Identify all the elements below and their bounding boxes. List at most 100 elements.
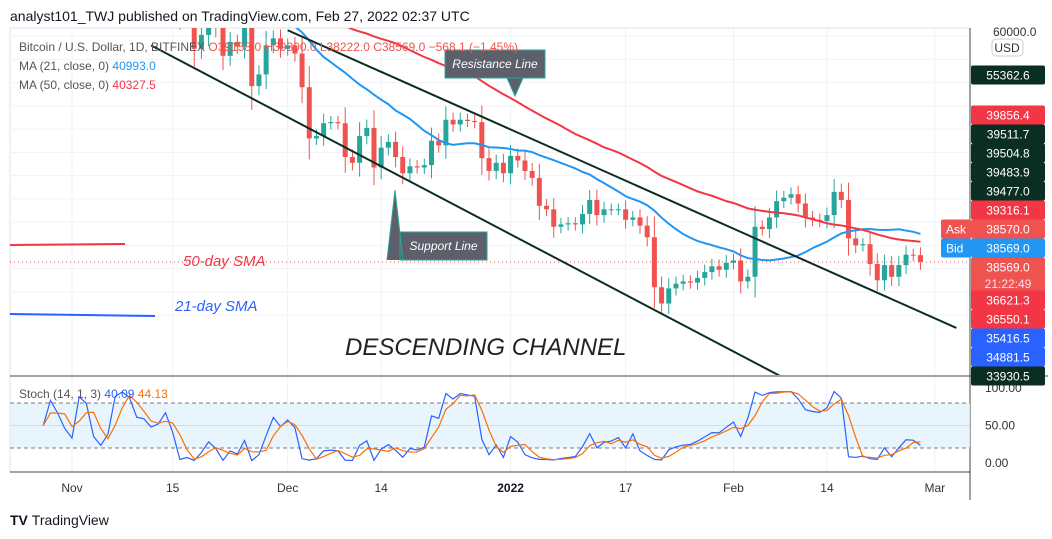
candle-body bbox=[414, 166, 420, 168]
candle-body bbox=[278, 38, 284, 49]
brand-name: TradingView bbox=[31, 512, 109, 528]
candle-body bbox=[48, 0, 53, 6]
candle-body bbox=[263, 45, 269, 75]
candle-body bbox=[393, 141, 399, 157]
tradingview-logo[interactable]: TV TradingView bbox=[10, 512, 109, 528]
candle-body bbox=[666, 288, 672, 304]
channel-annotation: DESCENDING CHANNEL bbox=[345, 334, 626, 361]
candle-body bbox=[910, 254, 916, 256]
stoch-legend: Stoch (14, 1, 3) 40.09 44.13 bbox=[19, 387, 168, 401]
candle-body bbox=[321, 123, 327, 137]
candle-body bbox=[98, 0, 103, 1]
candle-body bbox=[867, 244, 873, 264]
x-tick-label: Mar bbox=[924, 481, 945, 495]
candle-body bbox=[177, 0, 182, 12]
candle-body bbox=[364, 127, 370, 137]
candle-body bbox=[680, 281, 686, 284]
price-label: 36621.3 bbox=[986, 294, 1030, 308]
candle-body bbox=[558, 224, 564, 227]
candle-body bbox=[41, 6, 46, 7]
candle-body bbox=[831, 191, 837, 216]
candle-body bbox=[723, 262, 729, 270]
price-label-box bbox=[971, 162, 1045, 182]
candle-body bbox=[493, 162, 499, 171]
ma50-label: MA (50, close, 0) bbox=[19, 78, 110, 92]
price-pane bbox=[10, 0, 970, 375]
sma21-annotation: 21-day SMA bbox=[174, 298, 258, 315]
support-callout: Support Line bbox=[409, 239, 477, 253]
x-tick-label: Feb bbox=[723, 481, 744, 495]
candle-body bbox=[752, 226, 758, 277]
candle-body bbox=[429, 140, 434, 166]
candle-body bbox=[443, 119, 449, 146]
resistance-callout: Resistance Line bbox=[452, 57, 538, 71]
candle-body bbox=[579, 213, 585, 225]
horizontal-line bbox=[10, 312, 156, 317]
price-tick: 60000.0 bbox=[993, 25, 1037, 39]
candle-body bbox=[608, 209, 614, 211]
x-tick-label: 2022 bbox=[497, 481, 524, 495]
price-label-box bbox=[971, 366, 1045, 386]
price-label: 39316.1 bbox=[986, 204, 1030, 218]
ma21-line bbox=[295, 28, 921, 262]
candle-body bbox=[623, 209, 629, 220]
candle-body bbox=[105, 0, 110, 1]
candle-body bbox=[738, 260, 744, 282]
candle-body bbox=[544, 205, 550, 210]
candle-body bbox=[306, 87, 312, 139]
candle-body bbox=[185, 9, 190, 11]
currency-label: USD bbox=[994, 41, 1020, 55]
price-tag-label: Bid bbox=[946, 242, 963, 256]
candle-body bbox=[673, 283, 679, 289]
price-label-box bbox=[971, 257, 1045, 294]
candle-body bbox=[766, 217, 772, 230]
candle-body bbox=[529, 170, 535, 178]
ma50-legend: MA (50, close, 0) 40327.5 bbox=[19, 78, 156, 92]
candle-body bbox=[256, 74, 262, 87]
ma50-line bbox=[347, 28, 921, 243]
candle-body bbox=[227, 41, 233, 56]
candle-body bbox=[874, 263, 880, 281]
x-tick-label: 15 bbox=[166, 481, 180, 495]
candle-body bbox=[781, 197, 787, 202]
candle-body bbox=[536, 177, 542, 206]
stoch-d-line bbox=[42, 391, 921, 461]
candle-body bbox=[436, 140, 442, 146]
price-label: 39856.4 bbox=[986, 109, 1030, 123]
price-tag-ask bbox=[941, 219, 971, 239]
price-label: 33930.5 bbox=[986, 370, 1030, 384]
candle-body bbox=[421, 165, 427, 168]
stoch-k-line bbox=[42, 390, 921, 462]
candle-body bbox=[213, 16, 218, 28]
ma50-value: 40327.5 bbox=[112, 78, 156, 92]
stoch-label: Stoch (14, 1, 3) bbox=[19, 387, 102, 401]
candle-body bbox=[285, 45, 291, 49]
price-label: 38570.0 bbox=[986, 223, 1030, 237]
candle-body bbox=[846, 200, 852, 239]
candle-body bbox=[299, 53, 305, 88]
candle-body bbox=[759, 226, 765, 230]
price-label: 39511.7 bbox=[987, 128, 1030, 142]
candle-body bbox=[838, 191, 844, 201]
candle-body bbox=[234, 41, 240, 47]
candle-body bbox=[903, 254, 909, 266]
candle-body bbox=[457, 119, 463, 125]
candle-body bbox=[565, 223, 571, 225]
candle-body bbox=[400, 156, 406, 174]
candle-body bbox=[292, 45, 298, 54]
horizontal-line bbox=[10, 243, 126, 247]
price-label: 39477.0 bbox=[986, 185, 1030, 199]
candle-body bbox=[472, 120, 478, 123]
candle-body bbox=[450, 119, 456, 125]
price-label: 38569.0 bbox=[986, 261, 1030, 275]
candle-body bbox=[630, 217, 636, 220]
stoch-tick: 0.00 bbox=[985, 456, 1009, 470]
candle-body bbox=[615, 209, 621, 211]
ma21-value: 40993.0 bbox=[112, 59, 156, 73]
stoch-pane bbox=[10, 390, 970, 462]
candle-body bbox=[730, 260, 736, 263]
candle-body bbox=[881, 265, 887, 281]
candle-body bbox=[917, 255, 923, 262]
symbol-legend: Bitcoin / U.S. Dollar, 1D, BITFINEX O391… bbox=[19, 40, 518, 54]
